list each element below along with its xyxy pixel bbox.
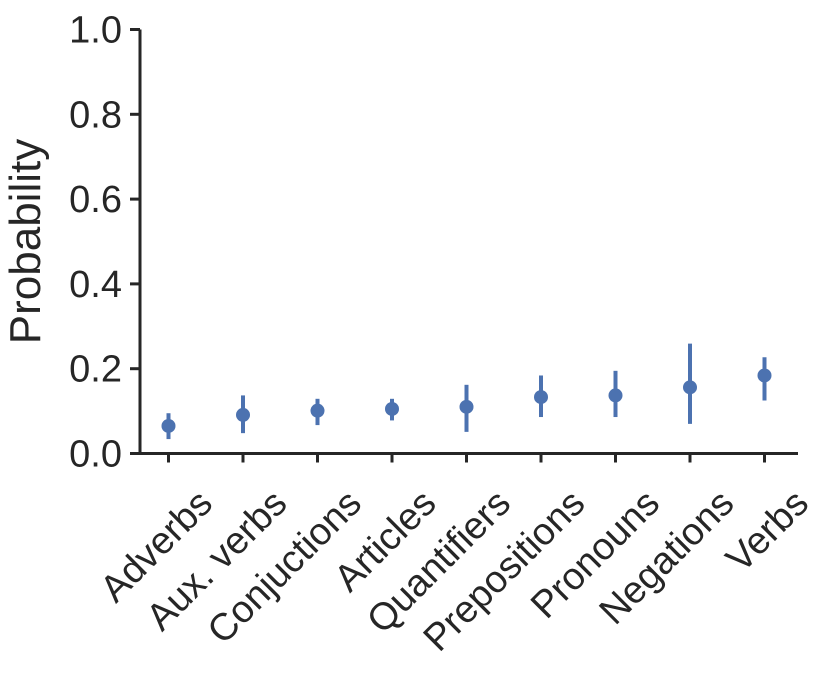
- data-point: [385, 401, 399, 416]
- data-point: [683, 380, 697, 395]
- data-point: [459, 399, 474, 414]
- y-tick-label: 0.6: [69, 179, 122, 221]
- data-point: [236, 407, 250, 422]
- x-tick-label: Verbs: [718, 482, 816, 580]
- data-point: [608, 388, 623, 403]
- data-point: [534, 390, 548, 405]
- y-tick-label: 0.2: [69, 349, 122, 391]
- y-tick-label: 0.8: [69, 94, 122, 136]
- y-tick-label: 0.4: [69, 264, 122, 306]
- y-axis-label: Probability: [1, 139, 50, 344]
- data-point: [161, 418, 176, 433]
- y-tick-label: 1.0: [69, 10, 122, 52]
- data-point: [310, 403, 325, 418]
- y-tick-label: 0.0: [69, 434, 122, 476]
- data-point: [757, 368, 772, 383]
